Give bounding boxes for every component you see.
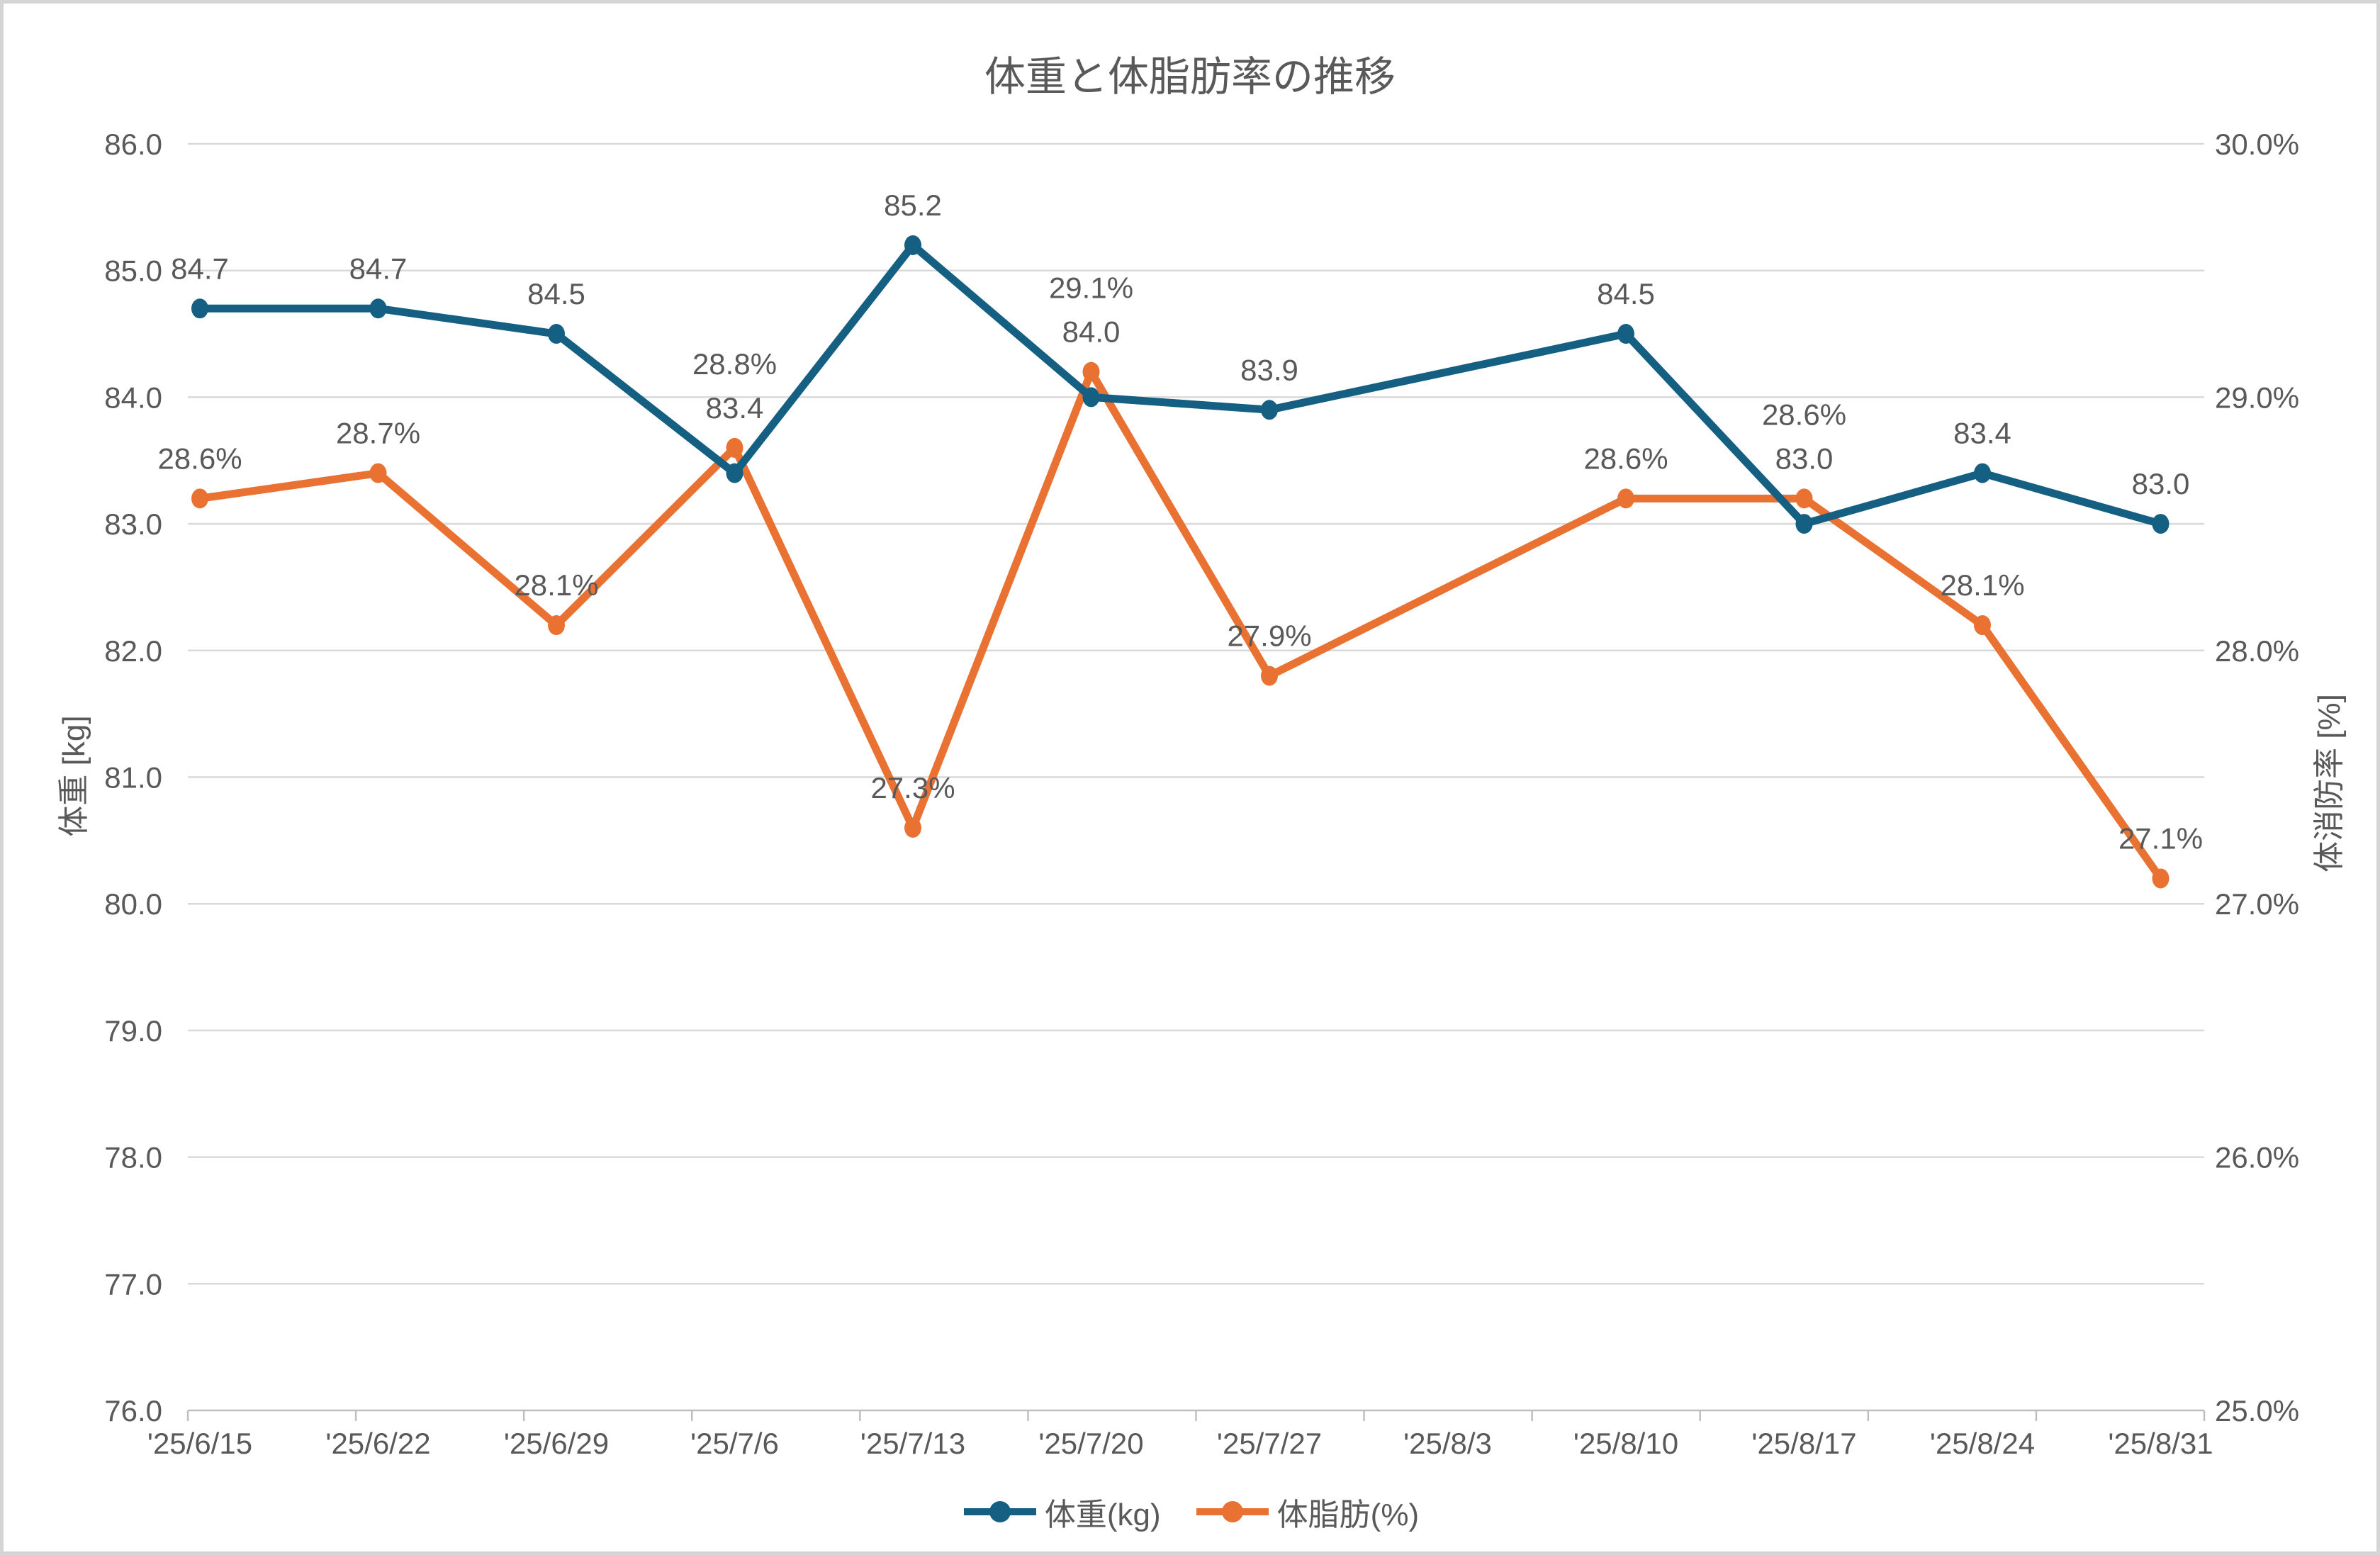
- weight-marker[interactable]: [1082, 387, 1100, 408]
- bodyfat-marker[interactable]: [2152, 868, 2169, 889]
- x-axis-tick-label[interactable]: '25/6/15: [147, 1427, 252, 1460]
- bodyfat-series-legend-icon: [1196, 1501, 1269, 1522]
- bodyfat-line[interactable]: [196, 368, 2165, 882]
- left-axis-tick-label: 76.0: [104, 1394, 162, 1427]
- left-axis-tick-label: 79.0: [104, 1014, 162, 1048]
- x-axis-tick-label[interactable]: '25/8/10: [1573, 1427, 1678, 1460]
- weight-data-label: 84.5: [527, 277, 585, 310]
- bodyfat-data-label: 28.7%: [336, 417, 420, 450]
- bodyfat-data-label: 29.1%: [1049, 271, 1133, 305]
- bodyfat-marker[interactable]: [1261, 666, 1278, 686]
- x-axis-tick-label[interactable]: '25/8/24: [1930, 1427, 2035, 1460]
- weight-data-label: 83.0: [2132, 467, 2190, 500]
- left-axis-tick-label: 80.0: [104, 887, 162, 921]
- weight-data-label: 83.4: [706, 391, 764, 425]
- x-axis-tick-label[interactable]: '25/8/17: [1751, 1427, 1856, 1460]
- x-axis-tick-label[interactable]: '25/6/22: [325, 1427, 430, 1460]
- weight-marker[interactable]: [2152, 514, 2169, 534]
- bodyfat-data-label: 27.3%: [870, 771, 955, 804]
- x-axis-tick-label[interactable]: '25/7/6: [690, 1427, 779, 1460]
- plot-area: 86.0 85.0 84.0 83.0 82.0 81.0 80.0 79.0 78.0 77.0…: [104, 128, 2299, 1460]
- weight-series-legend-icon: [963, 1501, 1036, 1522]
- bodyfat-marker[interactable]: [1795, 488, 1813, 509]
- legend-item-bodyfat[interactable]: 体脂肪(%): [1194, 1489, 1419, 1534]
- weight-marker[interactable]: [1795, 514, 1813, 534]
- weight-marker[interactable]: [1974, 463, 1991, 483]
- left-axis-tick-label: 82.0: [104, 634, 162, 668]
- legend-label-bodyfat: 体脂肪(%): [1276, 1498, 1420, 1532]
- weight-line[interactable]: [196, 241, 2165, 528]
- legend-item-weight[interactable]: 体重(kg): [961, 1489, 1161, 1534]
- bodyfat-data-label: 28.6%: [157, 442, 242, 475]
- bodyfat-marker[interactable]: [191, 488, 208, 509]
- left-axis-tick-label: 78.0: [104, 1141, 162, 1174]
- x-axis-tick-label[interactable]: '25/6/29: [504, 1427, 609, 1460]
- weight-marker[interactable]: [904, 235, 921, 255]
- left-axis-tick-label: 84.0: [104, 381, 162, 414]
- weight-marker[interactable]: [1617, 324, 1634, 344]
- left-axis-tick-label: 83.0: [104, 507, 162, 541]
- bodyfat-data-label: 28.8%: [692, 347, 777, 381]
- legend: 体重(kg) 体脂肪(%): [4, 1489, 2376, 1534]
- right-axis-tick-label: 27.0%: [2215, 887, 2299, 921]
- bodyfat-data-label: 28.6%: [1583, 442, 1668, 475]
- weight-marker[interactable]: [191, 298, 208, 319]
- legend-label-weight: 体重(kg): [1044, 1498, 1161, 1532]
- left-axis-tick-label: 86.0: [104, 128, 162, 161]
- bodyfat-data-label: 28.1%: [1940, 568, 2024, 602]
- right-axis-tick-label: 26.0%: [2215, 1141, 2299, 1174]
- bodyfat-marker[interactable]: [726, 437, 743, 458]
- weight-data-label: 84.7: [171, 252, 229, 285]
- x-axis-tick-label[interactable]: '25/7/20: [1038, 1427, 1143, 1460]
- bodyfat-marker[interactable]: [548, 615, 565, 636]
- x-axis-tick-label[interactable]: '25/8/3: [1403, 1427, 1492, 1460]
- weight-data-label: 84.5: [1597, 277, 1655, 310]
- right-axis-tick-label: 29.0%: [2215, 381, 2299, 414]
- x-axis-tick-label[interactable]: '25/7/13: [860, 1427, 965, 1460]
- weight-data-label: 85.2: [884, 189, 942, 222]
- weight-data-label: 84.7: [349, 252, 408, 285]
- weight-marker[interactable]: [369, 298, 387, 319]
- weight-marker[interactable]: [726, 463, 743, 483]
- weight-marker[interactable]: [548, 324, 565, 344]
- bodyfat-data-label: 28.1%: [514, 568, 598, 602]
- right-axis-tick-label: 25.0%: [2215, 1394, 2299, 1427]
- x-axis-tick-label[interactable]: '25/7/27: [1217, 1427, 1322, 1460]
- x-axis-tick-label[interactable]: '25/8/31: [2108, 1427, 2213, 1460]
- bodyfat-marker[interactable]: [1082, 361, 1100, 382]
- weight-data-label: 84.0: [1062, 315, 1121, 349]
- weight-marker[interactable]: [1261, 400, 1278, 420]
- bodyfat-data-label: 28.6%: [1762, 398, 1846, 431]
- bodyfat-marker[interactable]: [1617, 488, 1634, 509]
- left-axis-tick-label: 81.0: [104, 761, 162, 795]
- left-axis-tick-label: 77.0: [104, 1267, 162, 1301]
- weight-data-label: 83.4: [1953, 417, 2011, 450]
- bodyfat-marker[interactable]: [1974, 615, 1991, 636]
- chart-title: 体重と体脂肪率の推移: [984, 54, 1396, 100]
- bodyfat-data-label: 27.1%: [2118, 821, 2203, 855]
- bodyfat-marker[interactable]: [904, 817, 921, 838]
- left-axis-tick-label: 85.0: [104, 254, 162, 288]
- weight-data-label: 83.0: [1775, 442, 1834, 475]
- right-axis-tick-label: 30.0%: [2215, 128, 2299, 161]
- bodyfat-data-label: 27.9%: [1227, 619, 1311, 653]
- bodyfat-marker[interactable]: [369, 463, 387, 483]
- right-axis-tick-label: 28.0%: [2215, 634, 2299, 668]
- weight-data-label: 83.9: [1240, 353, 1298, 386]
